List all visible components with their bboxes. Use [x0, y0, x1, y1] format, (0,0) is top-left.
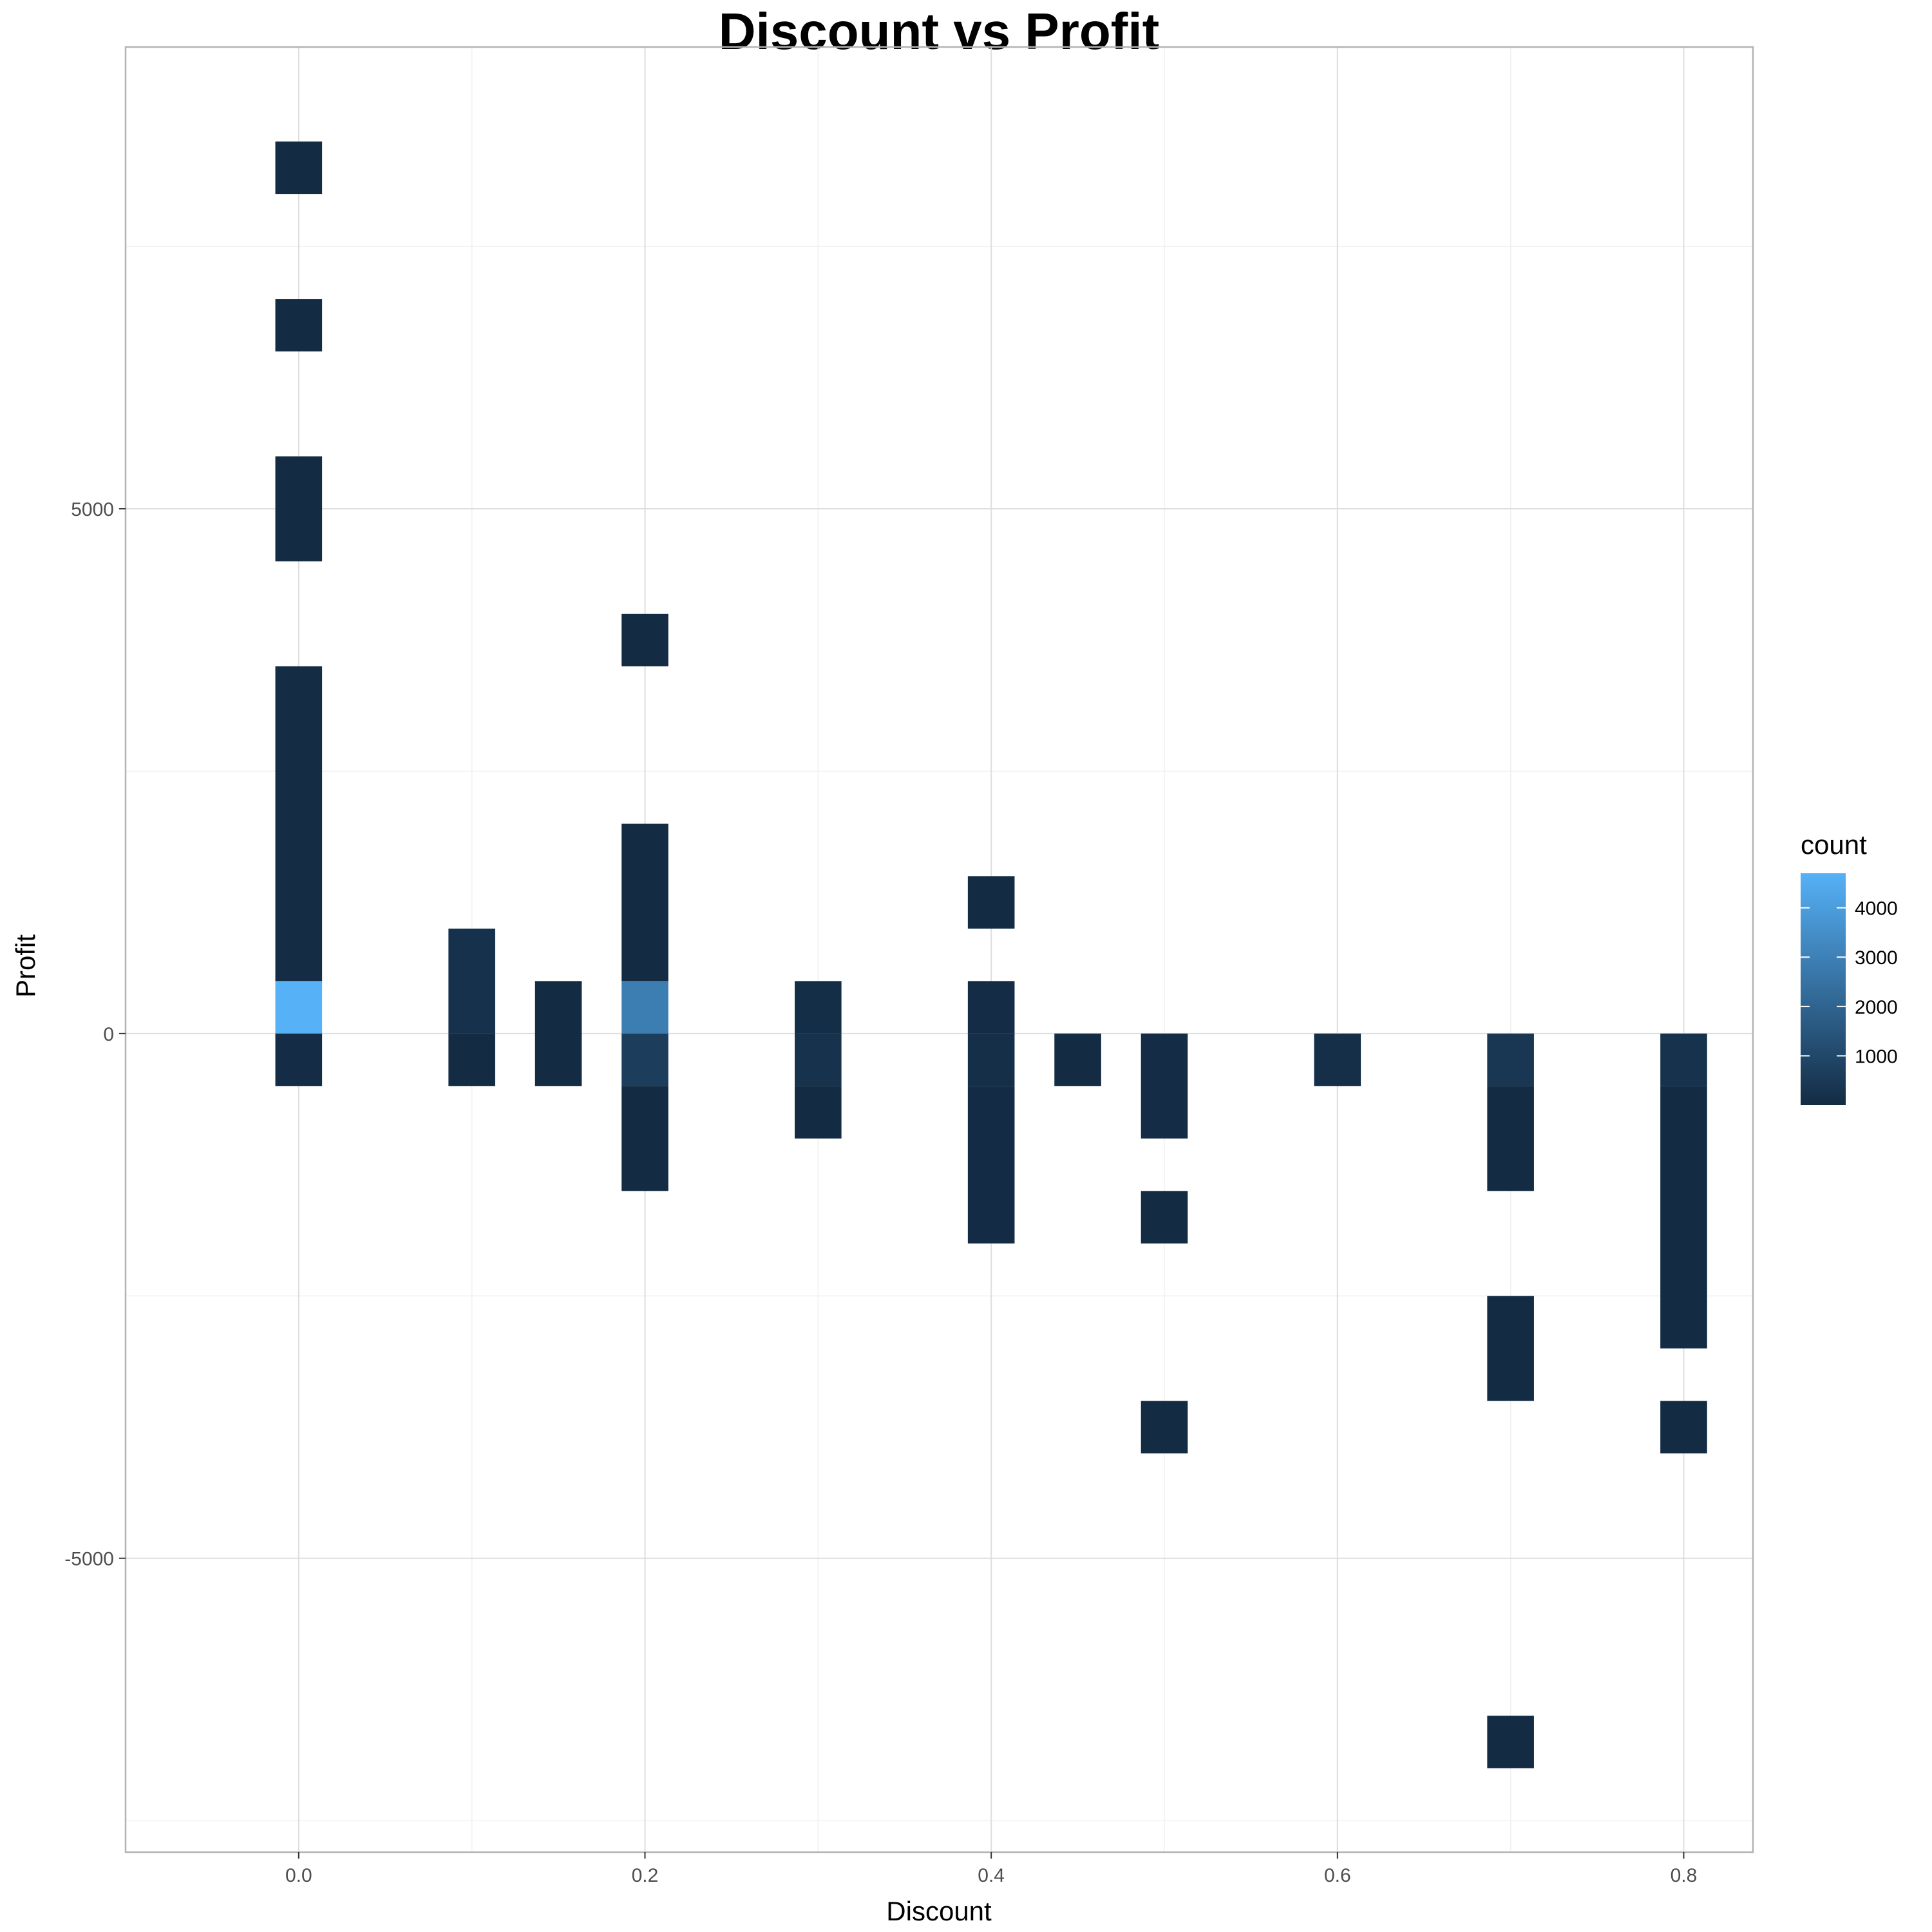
y-tick-label: -5000	[64, 1549, 114, 1570]
heatmap-bin	[1054, 1033, 1101, 1086]
heatmap-bin	[795, 1033, 842, 1086]
legend-colorbar	[1801, 873, 1846, 1105]
heatmap-bin	[275, 981, 323, 1034]
heatmap-bin	[967, 1086, 1015, 1244]
heatmap-bin	[1660, 1086, 1707, 1349]
heatmap-bin	[1487, 1716, 1534, 1768]
x-axis-title: Discount	[886, 1896, 992, 1926]
panel-border	[124, 46, 1754, 1853]
heatmap-bin	[535, 981, 582, 1086]
heatmap-bin	[621, 614, 668, 667]
heatmap-bin	[621, 1086, 668, 1191]
legend-tick-label: 4000	[1855, 898, 1898, 920]
legend-title: count	[1801, 829, 1867, 860]
heatmap-bins	[275, 141, 1707, 1768]
y-tick-label: 5000	[71, 499, 114, 520]
heatmap-bin	[1660, 1401, 1707, 1454]
legend-ticks: 1000 2000 3000 4000	[1801, 898, 1898, 1067]
heatmap-bin	[275, 141, 323, 194]
heatmap-bin	[448, 928, 495, 1034]
heatmap-bin	[1660, 1033, 1707, 1086]
heatmap-bin	[621, 1033, 668, 1086]
x-tick-label: 0.6	[1324, 1865, 1351, 1886]
heatmap-bin	[1141, 1401, 1188, 1454]
heatmap-bin	[1487, 1086, 1534, 1191]
heatmap-bin	[448, 1033, 495, 1086]
y-tick-label: 0	[103, 1024, 114, 1045]
x-tick-label: 0.4	[978, 1865, 1005, 1886]
x-axis-ticks: 0.0 0.2 0.4 0.6 0.8	[285, 1852, 1697, 1886]
legend-tick-label: 2000	[1855, 997, 1898, 1018]
heatmap-bin	[275, 666, 323, 981]
chart-title: Discount vs Profit	[719, 3, 1160, 60]
heatmap-bin	[795, 1086, 842, 1139]
heatmap-bin	[275, 456, 323, 562]
heatmap-bin	[967, 1033, 1015, 1086]
heatmap-bin	[621, 823, 668, 981]
heatmap-bin	[1487, 1296, 1534, 1401]
heatmap-bin	[1141, 1033, 1188, 1139]
x-tick-label: 0.8	[1671, 1865, 1698, 1886]
legend-tick-label: 3000	[1855, 947, 1898, 969]
legend-tick-label: 1000	[1855, 1046, 1898, 1067]
heatmap-bin	[621, 981, 668, 1034]
heatmap-bin	[1487, 1033, 1534, 1086]
heatmap-bin	[967, 981, 1015, 1034]
x-tick-label: 0.0	[285, 1865, 312, 1886]
y-axis-title: Profit	[10, 934, 41, 998]
heatmap-bin	[1141, 1191, 1188, 1244]
legend: count 1000 2000 3000 4000	[1801, 829, 1898, 1105]
x-tick-label: 0.2	[632, 1865, 659, 1886]
heatmap-bin	[275, 299, 323, 352]
y-axis-ticks: 5000 0 -5000	[64, 499, 126, 1570]
heatmap-bin	[795, 981, 842, 1034]
heatmap-bin	[275, 1033, 323, 1086]
heatmap-bin	[967, 876, 1015, 929]
heatmap-bin	[1314, 1033, 1361, 1086]
